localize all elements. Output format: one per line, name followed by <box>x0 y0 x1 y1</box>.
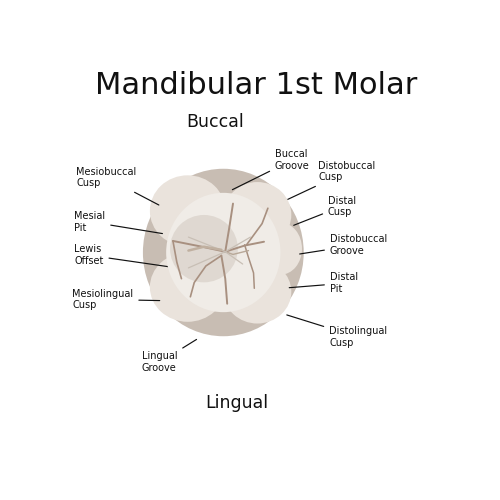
Text: Buccal: Buccal <box>186 114 244 132</box>
Text: Mesiobuccal
Cusp: Mesiobuccal Cusp <box>76 166 159 205</box>
Text: Lingual
Groove: Lingual Groove <box>142 340 197 373</box>
Text: Distobuccal
Groove: Distobuccal Groove <box>300 234 387 256</box>
Text: Lingual: Lingual <box>206 394 268 411</box>
Text: Lewis
Offset: Lewis Offset <box>74 244 174 268</box>
Text: Distobuccal
Cusp: Distobuccal Cusp <box>288 161 376 200</box>
Ellipse shape <box>150 176 226 246</box>
Ellipse shape <box>224 260 292 324</box>
Ellipse shape <box>224 182 292 248</box>
Text: Mandibular 1st Molar: Mandibular 1st Molar <box>95 70 418 100</box>
Ellipse shape <box>170 215 238 282</box>
Ellipse shape <box>166 193 280 312</box>
Text: Mesiolingual
Cusp: Mesiolingual Cusp <box>72 288 160 310</box>
Text: Mesial
Pit: Mesial Pit <box>74 211 162 234</box>
Ellipse shape <box>143 169 304 336</box>
Text: Distolingual
Cusp: Distolingual Cusp <box>287 315 387 348</box>
Ellipse shape <box>150 252 226 322</box>
Text: Distal
Pit: Distal Pit <box>289 272 358 294</box>
Text: Distal
Cusp: Distal Cusp <box>294 196 356 226</box>
Text: Buccal
Groove: Buccal Groove <box>232 150 310 190</box>
Ellipse shape <box>260 222 302 274</box>
